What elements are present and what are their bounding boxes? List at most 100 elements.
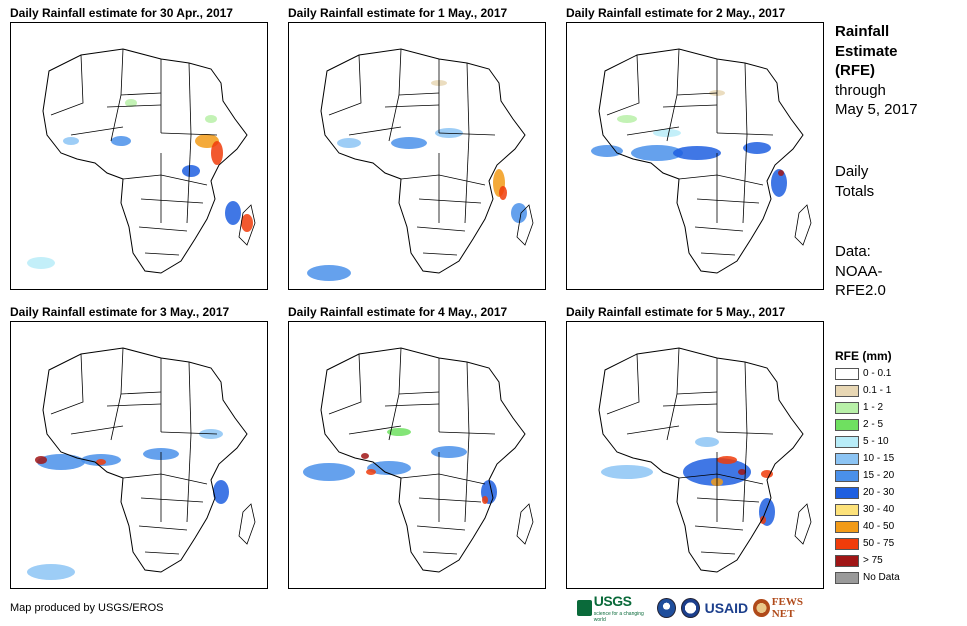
totals-label: Daily Totals	[835, 162, 874, 201]
country-border	[466, 62, 470, 136]
rainfall-map	[288, 321, 546, 589]
rainfall-area	[27, 257, 55, 269]
map-canvas	[11, 322, 267, 588]
country-border	[106, 104, 162, 108]
rainfall-area	[653, 129, 681, 137]
map-panel-6: Daily Rainfall estimate for 5 May., 2017	[566, 304, 824, 589]
country-border	[70, 126, 124, 136]
fews-wordmark: FEWS NET	[771, 596, 803, 620]
usaid-seal-icon	[680, 598, 700, 618]
country-border	[626, 425, 680, 435]
country-border	[696, 497, 760, 503]
rainfall-area	[591, 145, 623, 157]
country-border	[742, 134, 748, 224]
country-border	[666, 393, 678, 441]
rainfall-area	[431, 446, 467, 458]
rainfall-map	[10, 321, 268, 589]
rainfall-area	[125, 99, 137, 107]
legend-item: 1 - 2	[835, 399, 900, 416]
rainfall-area	[738, 469, 746, 475]
rainfall-area	[205, 115, 217, 123]
legend-label: 5 - 10	[863, 436, 889, 447]
noaa-logo	[657, 598, 676, 618]
data-line: RFE2.0	[835, 282, 886, 299]
legend-swatch	[835, 486, 859, 499]
fews-net-logo: FEWS NET	[753, 596, 824, 620]
legend-item: 50 - 75	[835, 535, 900, 552]
country-border	[160, 431, 218, 435]
through-label: through	[835, 81, 886, 99]
country-border	[50, 353, 84, 415]
map-panel-2: Daily Rainfall estimate for 1 May., 2017	[288, 5, 546, 290]
totals-line: Daily	[835, 163, 869, 180]
usaid-wordmark: USAID	[704, 600, 749, 616]
country-border	[418, 198, 482, 204]
continent-outline	[320, 347, 526, 573]
country-border	[666, 94, 678, 142]
rainfall-area	[499, 186, 507, 200]
rainfall-area	[761, 470, 773, 478]
rainfall-area	[391, 137, 427, 149]
country-border	[696, 198, 760, 204]
country-border	[188, 361, 192, 435]
rainfall-area	[367, 461, 411, 475]
country-border	[186, 134, 192, 224]
legend-item: 0.1 - 1	[835, 382, 900, 399]
legend-item: No Data	[835, 569, 900, 586]
legend-item: 10 - 15	[835, 450, 900, 467]
panel-title: Daily Rainfall estimate for 3 May., 2017	[10, 305, 230, 319]
country-border	[422, 252, 458, 256]
rainfall-area	[366, 469, 376, 475]
legend-item: > 75	[835, 552, 900, 569]
country-border	[138, 226, 188, 232]
rainfall-area	[213, 480, 229, 504]
data-source: Data: NOAA- RFE2.0	[835, 242, 886, 301]
legend-swatch	[835, 537, 859, 550]
country-border	[328, 353, 362, 415]
madagascar-outline	[238, 503, 256, 545]
partner-logos: USGS science for a changing world USAID …	[577, 593, 824, 623]
madagascar-outline	[794, 204, 812, 246]
data-line: NOAA-	[835, 262, 883, 280]
map-background	[567, 322, 823, 588]
country-border	[466, 361, 470, 435]
rainfall-map	[288, 22, 546, 290]
continent-outline	[598, 48, 804, 274]
country-border	[700, 252, 736, 256]
legend-swatch	[835, 503, 859, 516]
country-border	[438, 431, 496, 435]
map-background	[289, 322, 545, 588]
legend-label: > 75	[863, 555, 883, 566]
legend-swatch	[835, 554, 859, 567]
legend-label: 50 - 75	[863, 538, 895, 549]
country-border	[138, 525, 188, 531]
legend-label: 0.1 - 1	[863, 385, 892, 396]
title-line: Estimate	[835, 42, 898, 60]
continent-outline	[42, 48, 248, 274]
country-border	[700, 551, 736, 555]
country-border	[186, 433, 192, 523]
country-border	[626, 126, 680, 136]
country-border	[416, 525, 466, 531]
country-border	[384, 403, 440, 407]
legend-swatch	[835, 520, 859, 533]
legend-label: 1 - 2	[863, 402, 884, 413]
rainfall-map	[566, 22, 824, 290]
panel-title: Daily Rainfall estimate for 4 May., 2017	[288, 305, 508, 319]
product-title: Rainfall Estimate (RFE) through May 5, 2…	[835, 22, 918, 120]
map-panel-5: Daily Rainfall estimate for 4 May., 2017	[288, 304, 546, 589]
country-border	[328, 54, 362, 116]
title-line: Rainfall	[835, 23, 890, 40]
rainfall-area	[337, 138, 361, 148]
usgs-tagline: science for a changing world	[593, 611, 644, 623]
legend-title: RFE (mm)	[835, 349, 892, 363]
rainfall-area	[482, 496, 488, 504]
country-border	[144, 551, 180, 555]
madagascar-outline	[516, 204, 534, 246]
map-background	[11, 23, 267, 289]
panel-title: Daily Rainfall estimate for 30 Apr., 201…	[10, 6, 233, 20]
country-border	[388, 393, 400, 441]
rainfall-area	[617, 115, 637, 123]
totals-line: Totals	[835, 182, 875, 200]
panel-title: Daily Rainfall estimate for 5 May., 2017	[566, 305, 786, 319]
